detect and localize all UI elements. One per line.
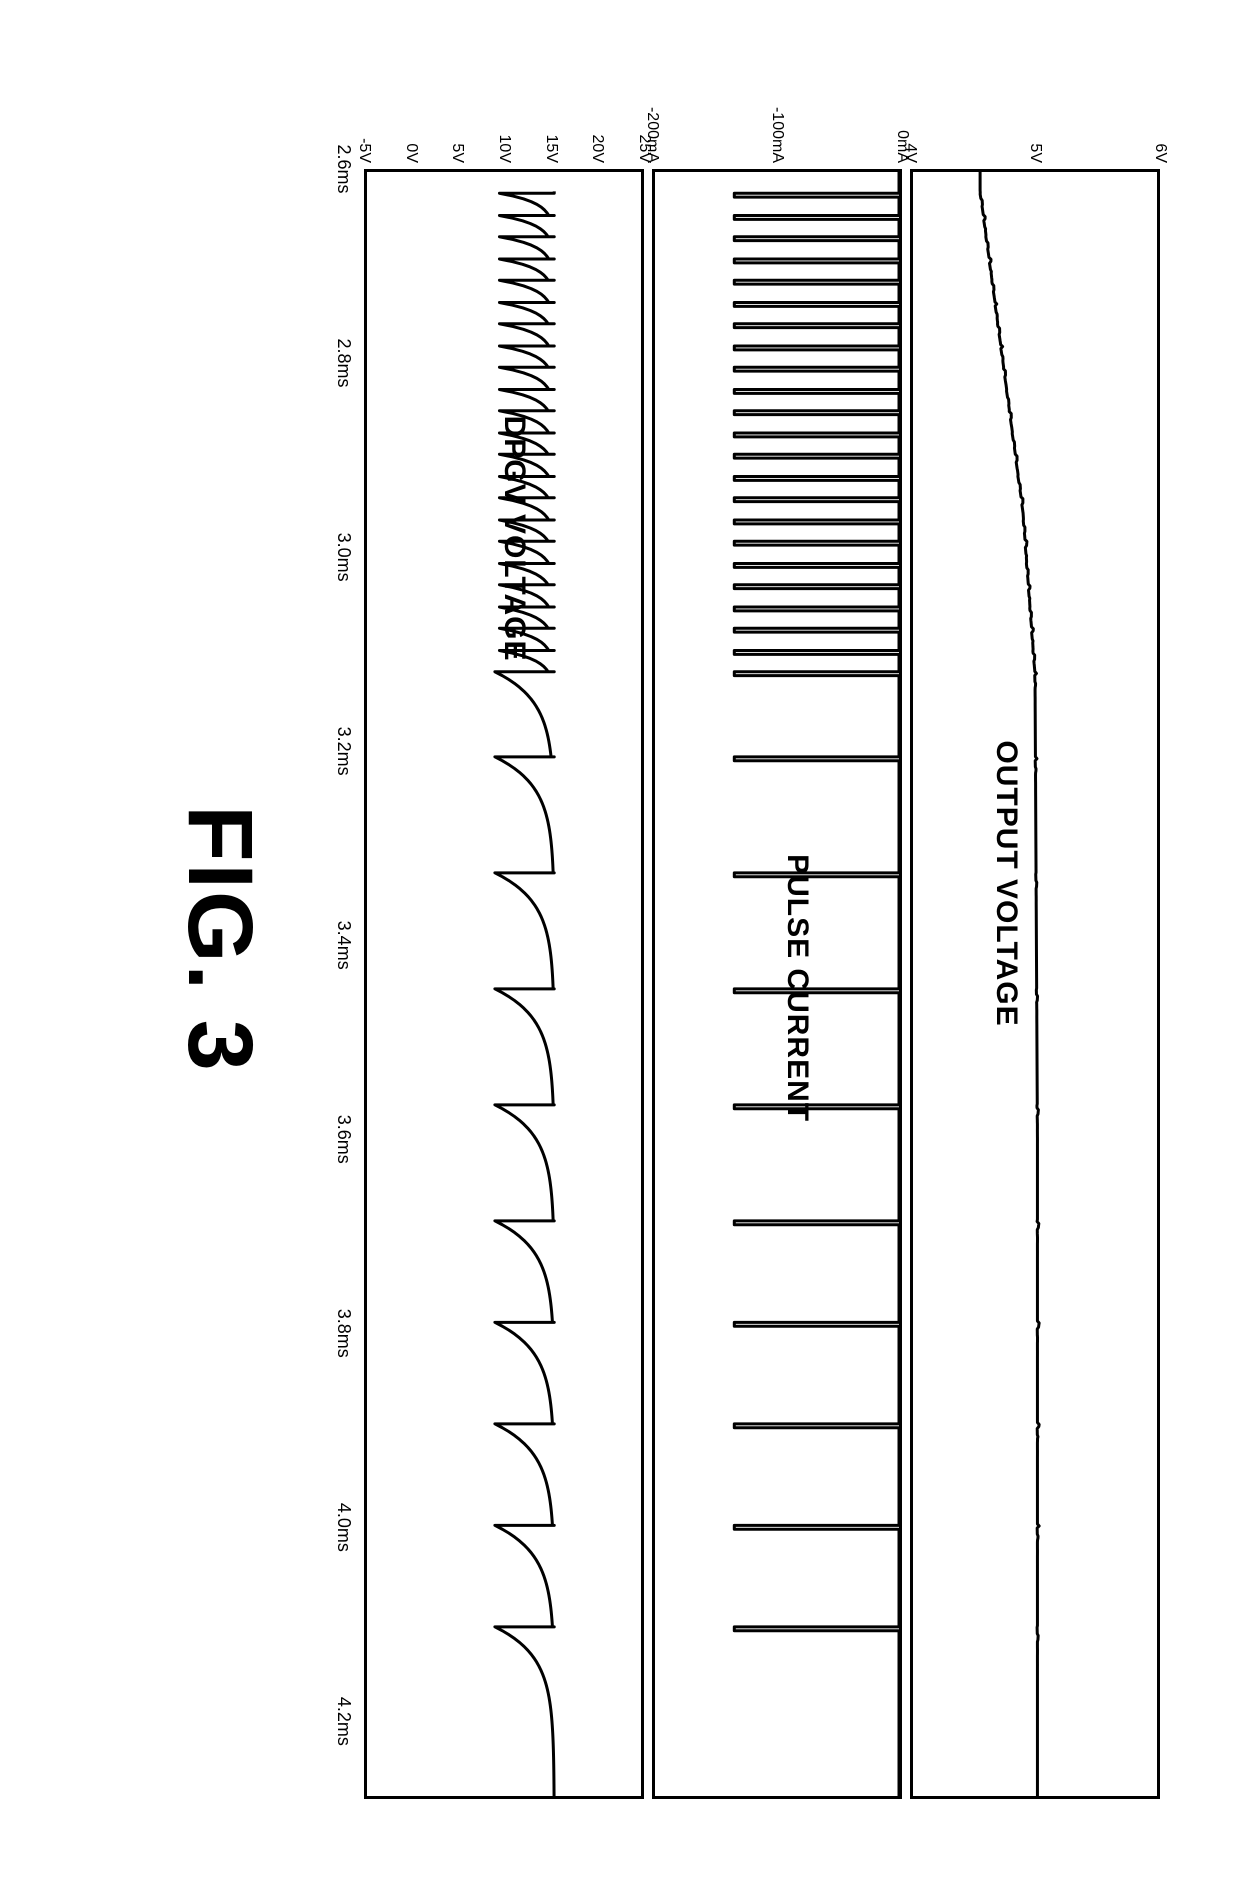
xtick-label: 3.0ms (333, 532, 354, 581)
ytick-label: 0mA (893, 130, 911, 163)
xtick-label: 3.8ms (333, 1308, 354, 1357)
ytick-label: 10V (495, 134, 513, 162)
panel-pulse-current-row: -200mA-100mA0mA PULSE CURRENT (652, 79, 902, 1799)
ytick-label: -100mA (768, 106, 786, 162)
ytick-label: 25V (635, 134, 653, 162)
xtick-label: 3.4ms (333, 920, 354, 969)
xtick-label: 2.8ms (333, 338, 354, 387)
yaxis-output-voltage: 4V5V6V (910, 79, 1160, 169)
plot-output-voltage: OUTPUT VOLTAGE (910, 169, 1160, 1799)
ytick-label: 20V (588, 134, 606, 162)
ytick-label: 15V (542, 134, 560, 162)
figure-label: FIG. 3 (167, 79, 272, 1799)
ytick-label: 0V (402, 143, 420, 163)
xtick-label: 2.6ms (333, 144, 354, 193)
ytick-label: 6V (1151, 143, 1169, 163)
ytick-label: -5V (355, 138, 373, 163)
xtick-label: 4.0ms (333, 1502, 354, 1551)
yaxis-dpgv-voltage: -5V0V5V10V15V20V25V (364, 79, 644, 169)
yaxis-pulse-current: -200mA-100mA0mA (652, 79, 902, 169)
ytick-label: 5V (448, 143, 466, 163)
panel-output-voltage-row: 4V5V6V OUTPUT VOLTAGE (910, 79, 1160, 1799)
xtick-label: 3.6ms (333, 1114, 354, 1163)
xtick-label: 3.2ms (333, 726, 354, 775)
xaxis: 2.6ms2.8ms3.0ms3.2ms3.4ms3.6ms3.8ms4.0ms… (322, 169, 356, 1799)
charts-stack: 4V5V6V OUTPUT VOLTAGE -200mA-100mA0mA PU… (322, 79, 1160, 1799)
ytick-label: 5V (1026, 143, 1044, 163)
xaxis-row: 2.6ms 2.8ms 3.0ms 3.2ms 3.4ms 3.6ms 3.8ms 4.0ms… (322, 79, 356, 1799)
panel-dpgv-voltage-row: -5V0V5V10V15V20V25V DPGV VOLTAGE (364, 79, 644, 1799)
page: 4V5V6V OUTPUT VOLTAGE -200mA-100mA0mA PU… (0, 0, 1240, 1877)
plot-pulse-current: PULSE CURRENT (652, 169, 902, 1799)
plot-dpgv-voltage: DPGV VOLTAGE (364, 169, 644, 1799)
rotated-figure-wrapper: 4V5V6V OUTPUT VOLTAGE -200mA-100mA0mA PU… (80, 79, 1160, 1799)
xtick-label: 4.2ms (333, 1696, 354, 1745)
